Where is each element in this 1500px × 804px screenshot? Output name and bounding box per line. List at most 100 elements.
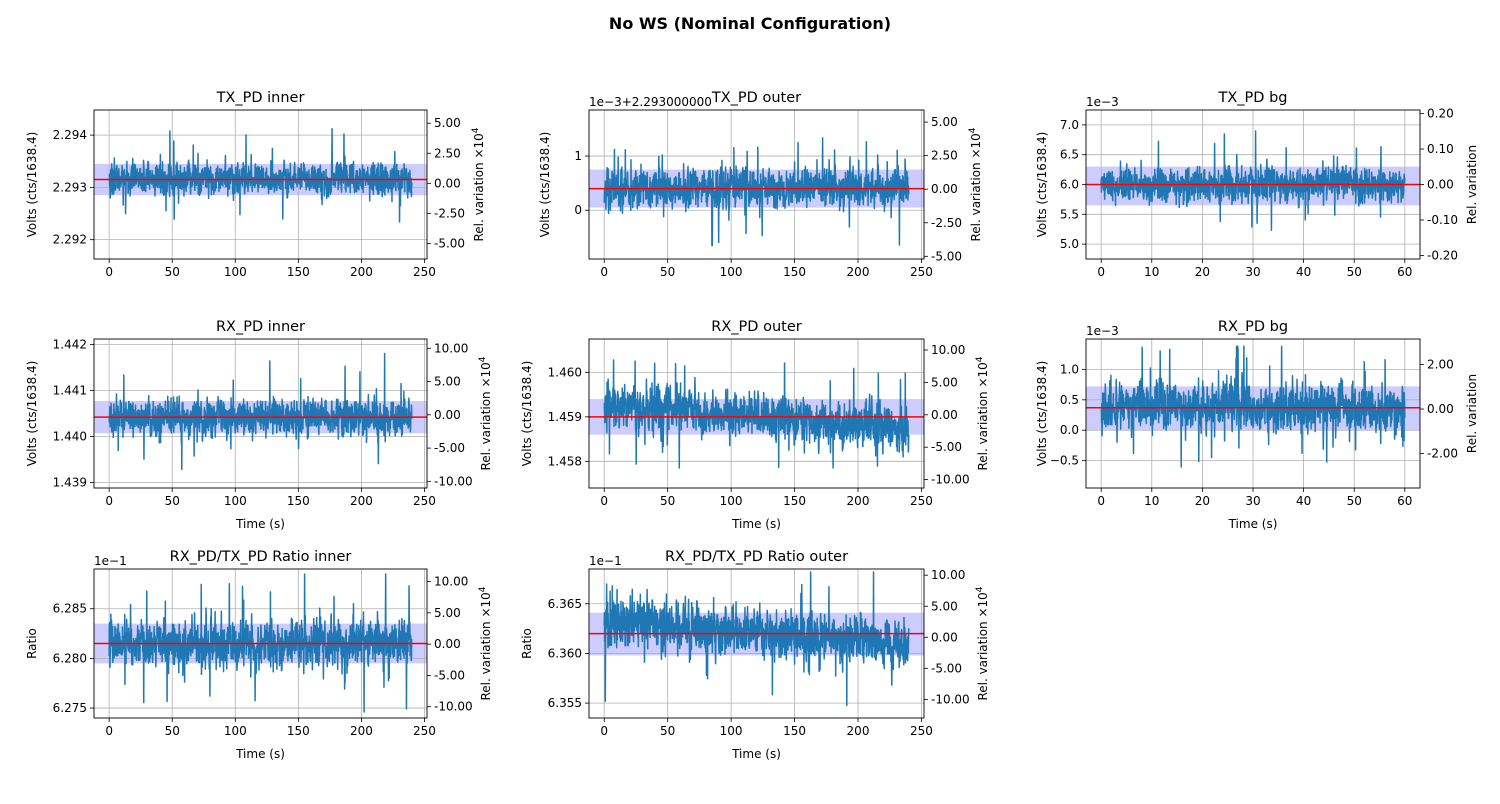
x-tick-label: 30 [1245, 265, 1260, 279]
x-tick-label: 0 [105, 494, 113, 508]
x-tick-label: 150 [783, 724, 806, 738]
y2-axis-label: Rel. variation ×104 [968, 127, 983, 241]
y-axis-label: Ratio [25, 628, 39, 659]
subplot-title: TX_PD inner [216, 90, 305, 106]
y2-tick-label: 5.00 [434, 116, 461, 130]
y-tick-label: 6.0 [1060, 178, 1079, 192]
y-axis-label: Volts (cts/1638.4) [1035, 361, 1049, 467]
subplot-title: RX_PD bg [1218, 319, 1288, 335]
x-tick-label: 100 [224, 265, 247, 279]
axes-frame [588, 568, 925, 719]
y-tick-label: 1.439 [53, 475, 87, 489]
y2-axis-label-text: Rel. variation ×10 [479, 592, 493, 700]
y-tick-label: 1 [574, 149, 582, 163]
y2-tick-label: 0.00 [931, 630, 958, 644]
y2-tick-label: 5.00 [931, 599, 958, 613]
x-tick-label: 0 [600, 265, 608, 279]
y-tick-label: 7.0 [1060, 118, 1079, 132]
subplot-title: TX_PD bg [1218, 90, 1288, 106]
x-tick-label: 50 [660, 494, 675, 508]
y2-axis-label: Rel. variation [1465, 145, 1479, 224]
x-tick-label: 50 [165, 494, 180, 508]
y2-tick-label: -5.00 [434, 236, 465, 250]
y-tick-label: 1.458 [548, 454, 582, 468]
y2-tick-label: 10.00 [931, 343, 965, 357]
y-tick-label: 1.440 [53, 429, 87, 443]
axes-frame [93, 568, 428, 719]
axes-frame [588, 109, 925, 260]
y2-axis-label-text: Rel. variation ×10 [969, 133, 983, 241]
x-axis-label: Time (s) [731, 747, 781, 761]
y2-tick-label: 0.00 [434, 637, 461, 651]
y2-tick-label: -10.00 [434, 700, 473, 714]
y-tick-label: 0.0 [1060, 423, 1079, 437]
y2-axis-label-text: Rel. variation ×10 [976, 362, 990, 470]
x-tick-label: 100 [720, 724, 743, 738]
subplot-8: 0 50 100 150 200 250 6.355 6.360 6.365 -10.00 -5.0… [520, 549, 990, 761]
x-tick-label: 200 [350, 494, 373, 508]
y2-axis-label: Rel. variation ×104 [478, 356, 493, 470]
y2-axis-label: Rel. variation ×104 [478, 586, 493, 700]
y2-tick-label: 2.00 [1427, 358, 1454, 372]
x-tick-label: 20 [1195, 265, 1210, 279]
subplot-title: TX_PD outer [711, 90, 801, 106]
y-tick-label: 2.293 [53, 180, 87, 194]
x-tick-label: 200 [847, 494, 870, 508]
y2-axis-label-exponent: 4 [975, 356, 985, 362]
axis-offset-label: 1e−1 [589, 554, 622, 568]
y2-tick-label: 0.00 [931, 408, 958, 422]
x-axis-label: Time (s) [235, 747, 285, 761]
y-tick-label: 6.285 [53, 602, 87, 616]
y2-tick-label: -10.00 [434, 474, 473, 488]
axes-frame [93, 338, 428, 489]
y2-tick-label: -10.00 [931, 692, 970, 706]
y-tick-label: 1.459 [548, 410, 582, 424]
y2-axis-label-text: Rel. variation [1465, 374, 1479, 453]
x-tick-label: 200 [350, 724, 373, 738]
y2-tick-label: 2.50 [434, 146, 461, 160]
x-tick-label: 60 [1397, 494, 1412, 508]
y-tick-label: 2.294 [53, 128, 87, 142]
x-axis-label: Time (s) [235, 517, 285, 531]
y-tick-label: 6.275 [53, 701, 87, 715]
x-tick-label: 60 [1397, 265, 1412, 279]
y-tick-label: 6.280 [53, 651, 87, 665]
y-axis-label: Volts (cts/1638.4) [538, 132, 552, 238]
subplot-6: 0 10 20 30 40 50 60 −0.5 0.0 0.5 1.0 -2.00 0.00 2.00 R… [1035, 319, 1479, 531]
y2-tick-label: 5.00 [931, 115, 958, 129]
y-tick-label: 5.5 [1060, 207, 1079, 221]
x-tick-label: 200 [847, 265, 870, 279]
x-tick-label: 30 [1245, 494, 1260, 508]
y2-axis-label-text: Rel. variation ×10 [472, 133, 486, 241]
y2-tick-label: 0.00 [434, 408, 461, 422]
y2-tick-label: -5.00 [434, 668, 465, 682]
y2-axis-label-text: Rel. variation [1465, 145, 1479, 224]
y-tick-label: 6.5 [1060, 148, 1079, 162]
y2-tick-label: 5.00 [931, 375, 958, 389]
x-tick-label: 250 [413, 724, 436, 738]
y2-tick-label: -2.00 [1427, 447, 1458, 461]
y2-tick-label: 0.00 [434, 176, 461, 190]
x-tick-label: 250 [413, 265, 436, 279]
y2-tick-label: 0.00 [1427, 402, 1454, 416]
y-tick-label: 1.0 [1060, 362, 1079, 376]
x-tick-label: 10 [1144, 494, 1159, 508]
y2-tick-label: -5.00 [931, 661, 962, 675]
y2-axis-label-exponent: 4 [478, 586, 488, 592]
x-tick-label: 100 [224, 494, 247, 508]
y-axis-label: Volts (cts/1638.4) [520, 361, 534, 467]
y-axis-label: Volts (cts/1638.4) [25, 361, 39, 467]
y2-tick-label: 10.00 [434, 341, 468, 355]
subplot-1: 0 50 100 150 200 250 2.292 2.293 2.294 -5.00 -2.50… [25, 90, 486, 279]
y2-axis-label-exponent: 4 [478, 356, 488, 362]
y2-tick-label: -5.00 [931, 249, 962, 263]
subplot-2: 0 50 100 150 200 250 0 1 -5.00 -2.50 0.00 2.50 5.00 T… [538, 90, 983, 279]
y-tick-label: 1.441 [53, 384, 87, 398]
y-axis-label: Volts (cts/1638.4) [1035, 132, 1049, 238]
x-tick-label: 150 [783, 494, 806, 508]
y-tick-label: 2.292 [53, 233, 87, 247]
y-axis-label: Ratio [520, 628, 534, 659]
y2-axis-label-text: Rel. variation ×10 [976, 592, 990, 700]
subplot-title: RX_PD/TX_PD Ratio outer [665, 549, 848, 565]
